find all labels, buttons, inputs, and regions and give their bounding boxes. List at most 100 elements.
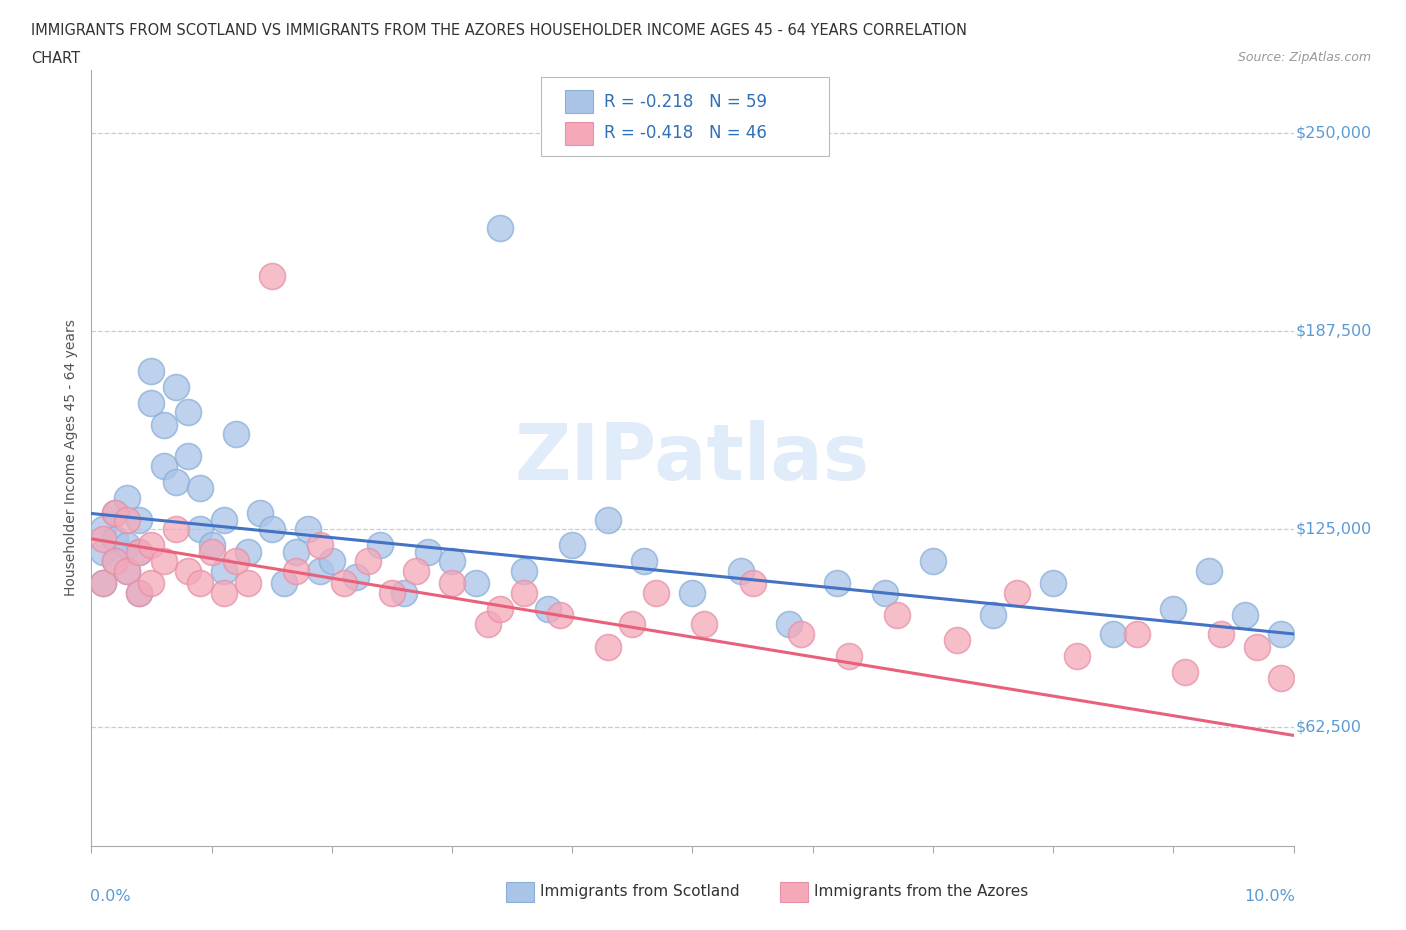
Point (1042, 576, 1064, 591)
Point (465, 576, 488, 591)
Point (212, 563, 235, 578)
Point (825, 576, 848, 591)
Point (225, 553, 247, 568)
Point (416, 544, 439, 559)
Point (1270, 671, 1292, 685)
Point (165, 379, 187, 394)
Text: Immigrants from Scotland: Immigrants from Scotland (540, 884, 740, 899)
Point (128, 585, 150, 600)
Point (333, 576, 356, 591)
Point (1161, 601, 1184, 616)
Point (201, 538, 224, 552)
Point (93, 576, 115, 591)
Point (548, 607, 571, 622)
Point (1005, 585, 1028, 600)
Text: 0.0%: 0.0% (90, 889, 131, 904)
Point (212, 512, 235, 527)
Point (308, 538, 330, 552)
Point (93, 576, 115, 591)
Point (886, 607, 908, 622)
Y-axis label: Householder Income Ages 45 - 64 years: Householder Income Ages 45 - 64 years (65, 320, 79, 596)
Point (693, 617, 716, 631)
Point (152, 458, 174, 473)
Point (152, 418, 174, 432)
Text: $187,500: $187,500 (1296, 324, 1372, 339)
Point (741, 576, 763, 591)
Point (284, 544, 307, 559)
Text: IMMIGRANTS FROM SCOTLAND VS IMMIGRANTS FROM THE AZORES HOUSEHOLDER INCOME AGES 4: IMMIGRANTS FROM SCOTLAND VS IMMIGRANTS F… (31, 23, 967, 38)
Point (537, 601, 560, 616)
Point (104, 506, 127, 521)
Point (778, 617, 800, 631)
Point (561, 538, 583, 552)
Point (368, 538, 391, 552)
Point (165, 522, 187, 537)
Point (681, 585, 703, 600)
Point (141, 576, 163, 591)
Point (236, 576, 259, 591)
Point (1211, 627, 1233, 642)
Point (297, 522, 319, 537)
Point (128, 544, 150, 559)
Point (645, 585, 668, 600)
Text: CHART: CHART (31, 51, 80, 66)
Point (128, 585, 150, 600)
Point (104, 506, 127, 521)
Point (1174, 665, 1197, 680)
Point (440, 553, 463, 568)
Point (93, 531, 115, 546)
Point (308, 563, 330, 578)
Point (260, 269, 283, 284)
Point (188, 576, 211, 591)
Point (93, 544, 115, 559)
Point (188, 481, 211, 496)
Point (141, 538, 163, 552)
Point (344, 569, 367, 584)
Point (104, 531, 127, 546)
Point (117, 538, 139, 552)
Point (392, 585, 415, 600)
Point (104, 553, 127, 568)
Point (176, 449, 198, 464)
Point (981, 607, 1004, 622)
Point (838, 649, 860, 664)
Point (117, 490, 139, 505)
Point (1066, 649, 1088, 664)
Point (165, 474, 187, 489)
Text: R = -0.218   N = 59: R = -0.218 N = 59 (605, 93, 768, 111)
Text: Source: ZipAtlas.com: Source: ZipAtlas.com (1237, 51, 1371, 64)
Point (946, 632, 969, 647)
Point (249, 506, 271, 521)
Text: 10.0%: 10.0% (1244, 889, 1295, 904)
Point (273, 576, 295, 591)
Point (381, 585, 404, 600)
Point (117, 563, 139, 578)
Point (176, 563, 198, 578)
Point (104, 553, 127, 568)
Point (188, 522, 211, 537)
Text: $125,000: $125,000 (1296, 522, 1372, 537)
Point (477, 617, 499, 631)
Point (321, 553, 343, 568)
Point (598, 512, 620, 527)
Text: Immigrants from the Azores: Immigrants from the Azores (814, 884, 1028, 899)
Point (260, 522, 283, 537)
Point (201, 544, 224, 559)
Point (212, 585, 235, 600)
Point (405, 563, 427, 578)
Point (1246, 639, 1268, 654)
Text: R = -0.418   N = 46: R = -0.418 N = 46 (605, 125, 768, 142)
Point (1270, 627, 1292, 642)
Point (873, 585, 896, 600)
Point (513, 563, 536, 578)
Point (730, 563, 752, 578)
Point (1102, 627, 1125, 642)
Point (152, 553, 174, 568)
Point (1126, 627, 1149, 642)
Point (1234, 607, 1257, 622)
Point (117, 512, 139, 527)
Point (141, 395, 163, 410)
Point (789, 627, 811, 642)
Point (128, 512, 150, 527)
Point (284, 563, 307, 578)
